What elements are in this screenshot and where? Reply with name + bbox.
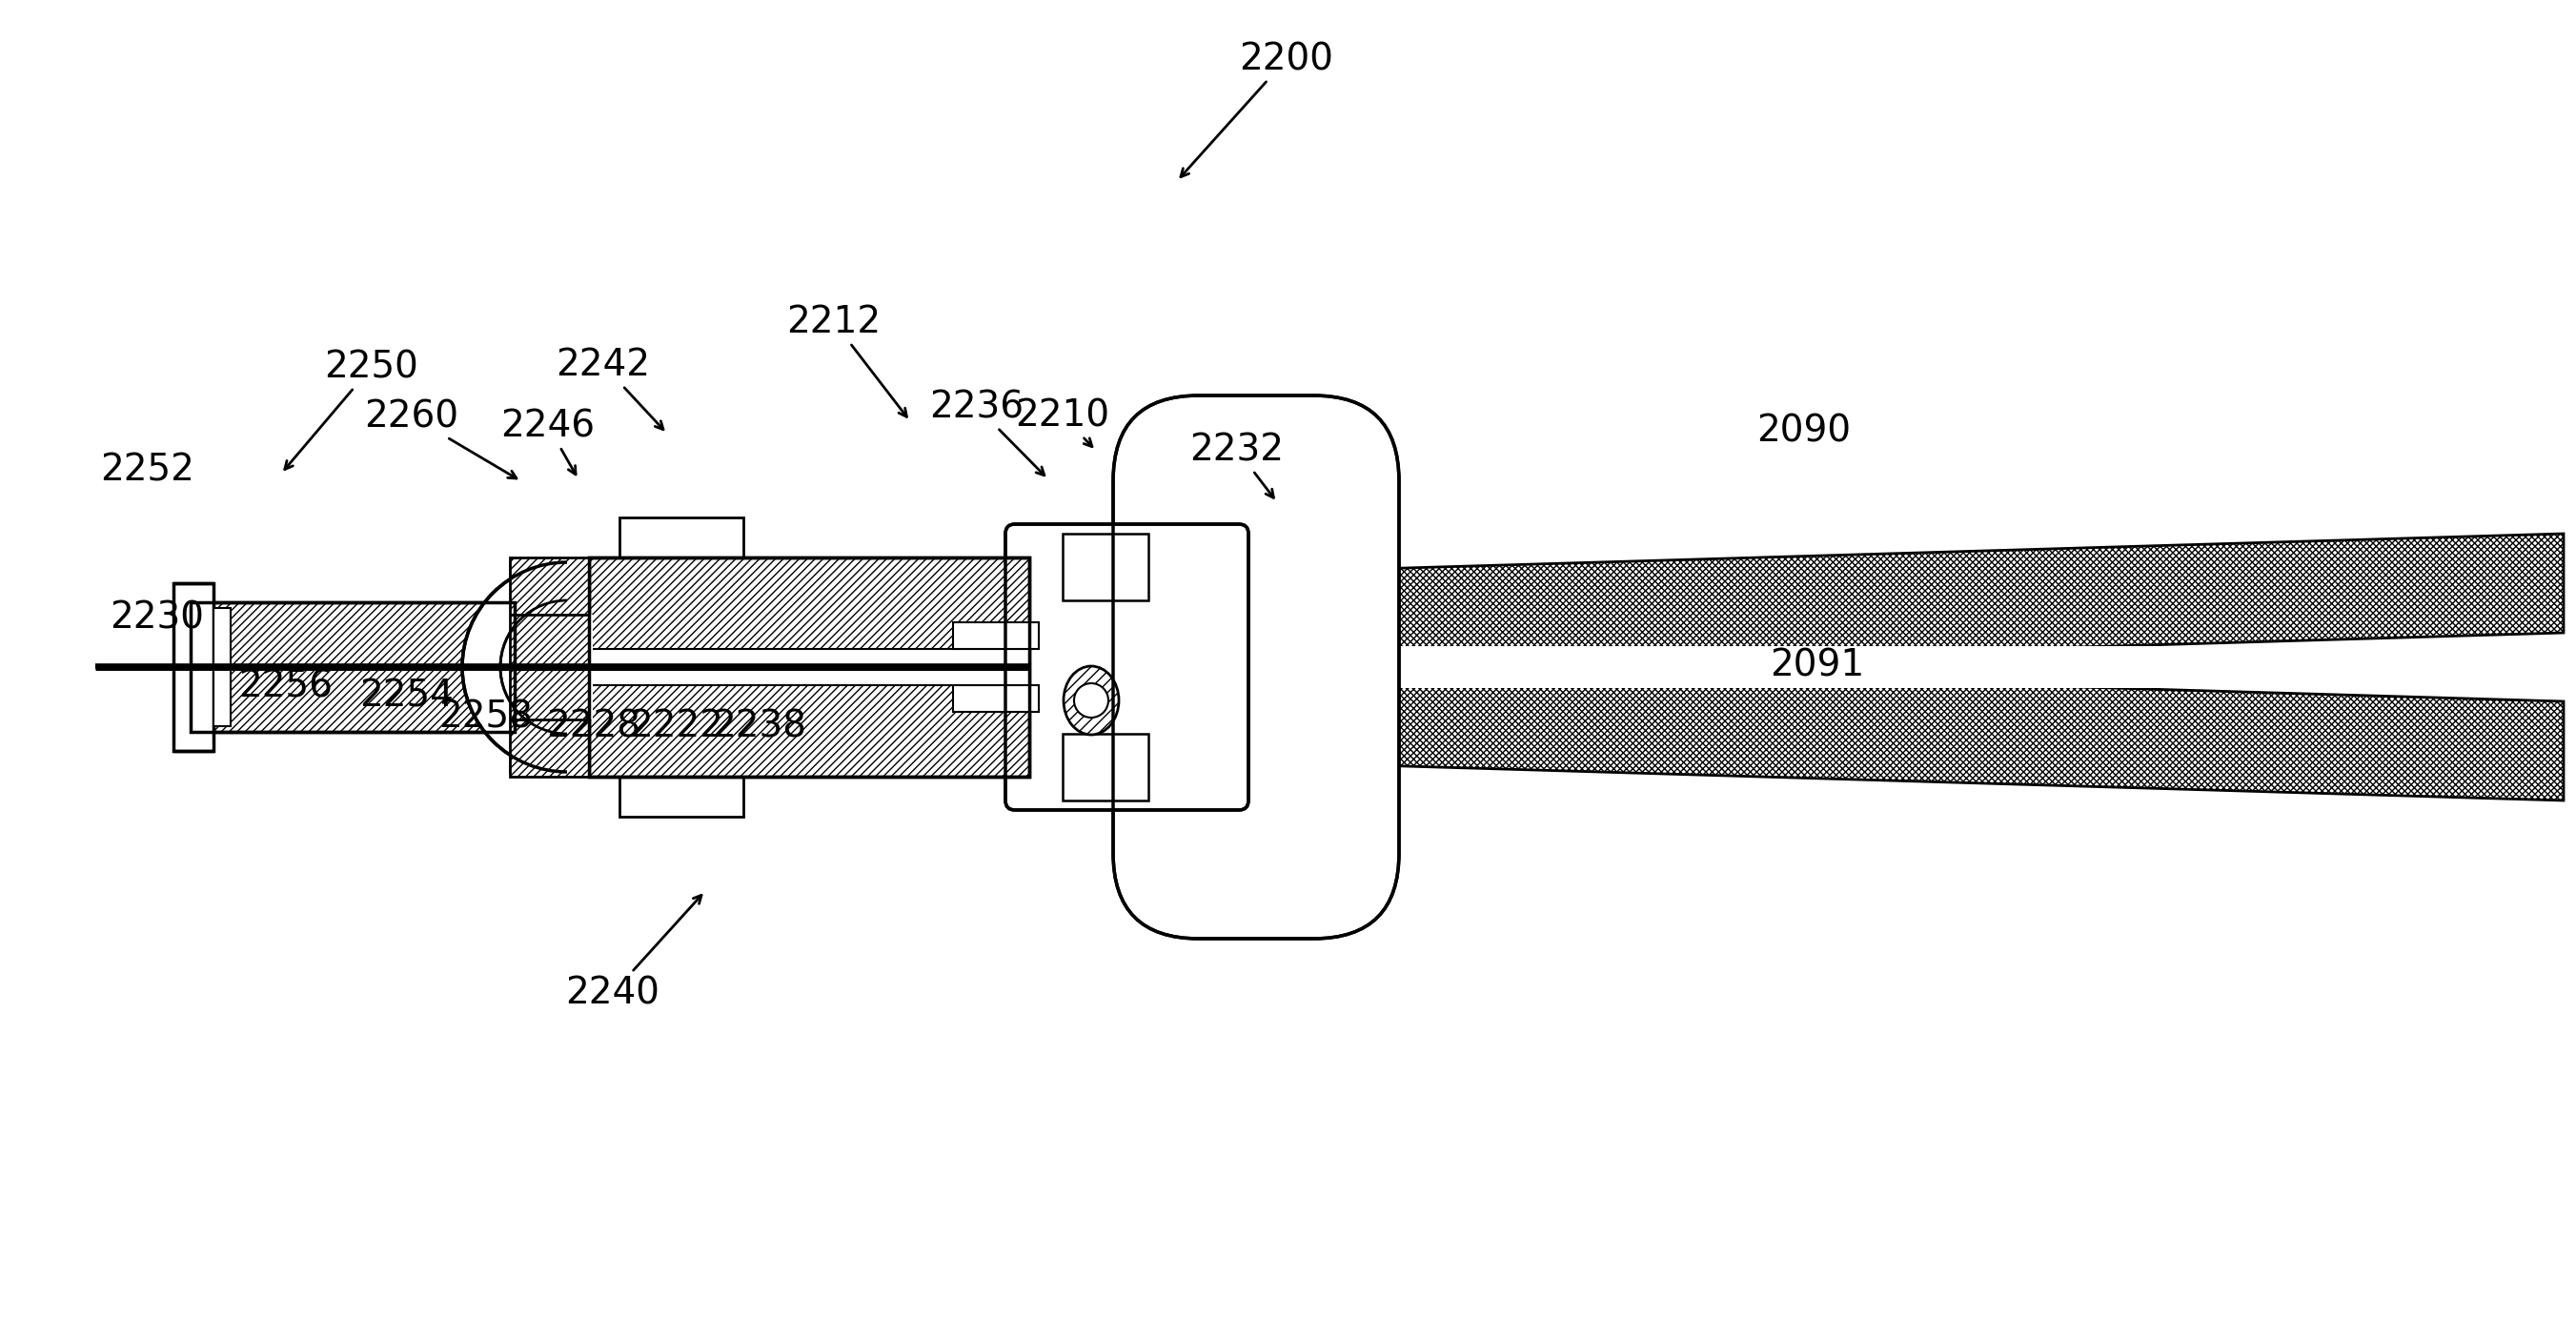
- Bar: [953, 685, 1038, 712]
- Bar: [1064, 533, 1149, 601]
- Bar: [590, 649, 1030, 685]
- Text: 2091: 2091: [1770, 647, 1865, 684]
- Bar: [953, 623, 1038, 649]
- Bar: [173, 583, 214, 751]
- Bar: [618, 518, 744, 557]
- Bar: [1291, 666, 2563, 668]
- Text: 2236: 2236: [930, 389, 1043, 475]
- Bar: [1291, 647, 2563, 687]
- Bar: [1064, 734, 1149, 801]
- Text: 2238: 2238: [714, 709, 806, 744]
- Text: 2258: 2258: [438, 698, 533, 735]
- Polygon shape: [1234, 533, 2563, 670]
- Text: 2210: 2210: [1015, 398, 1110, 446]
- Bar: [510, 615, 587, 719]
- Text: 2232: 2232: [1190, 432, 1285, 498]
- Text: 2250: 2250: [286, 349, 420, 469]
- Circle shape: [1074, 684, 1108, 718]
- Bar: [191, 602, 515, 732]
- Text: 2222: 2222: [629, 709, 724, 744]
- Text: 2090: 2090: [1757, 412, 1852, 449]
- Bar: [191, 602, 515, 732]
- FancyBboxPatch shape: [1005, 524, 1249, 810]
- Text: 2230: 2230: [111, 599, 204, 636]
- Bar: [590, 557, 1030, 777]
- Bar: [590, 615, 592, 719]
- FancyBboxPatch shape: [1113, 395, 1399, 939]
- Wedge shape: [461, 562, 567, 772]
- Polygon shape: [1234, 664, 2563, 801]
- Text: 2212: 2212: [786, 304, 907, 416]
- Text: 2246: 2246: [500, 408, 595, 474]
- Bar: [618, 777, 744, 817]
- Text: 2254: 2254: [361, 677, 453, 714]
- Polygon shape: [510, 557, 590, 777]
- Polygon shape: [510, 562, 590, 772]
- Text: 2240: 2240: [567, 896, 701, 1011]
- Text: 2256: 2256: [240, 668, 332, 705]
- Bar: [214, 608, 232, 726]
- Text: 2260: 2260: [363, 398, 515, 478]
- Text: 2228: 2228: [546, 709, 641, 744]
- Text: 2200: 2200: [1180, 41, 1334, 176]
- Text: 2242: 2242: [556, 346, 662, 429]
- Text: 2252: 2252: [100, 452, 196, 487]
- Ellipse shape: [1064, 666, 1118, 735]
- Bar: [590, 557, 1030, 777]
